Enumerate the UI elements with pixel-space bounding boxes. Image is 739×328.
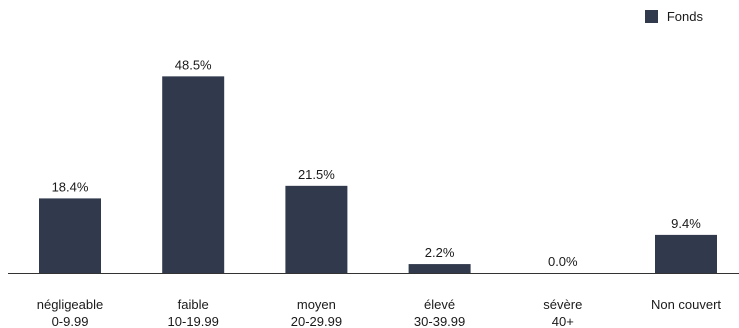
value-label: 48.5% xyxy=(175,57,212,72)
category-range-label: 10-19.99 xyxy=(168,314,219,328)
legend: Fonds xyxy=(644,9,703,24)
bar xyxy=(655,234,717,273)
category-label: élevé xyxy=(424,297,455,312)
category-range-label: 0-9.99 xyxy=(52,314,89,328)
category-label: faible xyxy=(178,297,209,312)
category-range-label: 30-39.99 xyxy=(414,314,465,328)
category-label: négligeable xyxy=(37,297,104,312)
category-range-label: 40+ xyxy=(552,314,574,328)
value-label: 18.4% xyxy=(52,179,89,194)
bar xyxy=(408,264,471,273)
category-label: sévère xyxy=(543,297,582,312)
value-label: 0.0% xyxy=(548,254,578,269)
value-label: 21.5% xyxy=(298,167,335,182)
value-label: 9.4% xyxy=(671,216,701,231)
category-label: Non couvert xyxy=(651,297,721,312)
bar xyxy=(39,198,101,273)
value-label: 2.2% xyxy=(425,245,455,260)
category-range-label: 20-29.99 xyxy=(291,314,342,328)
category-label: moyen xyxy=(297,297,336,312)
bar xyxy=(162,76,225,273)
legend-label: Fonds xyxy=(666,9,703,24)
legend-swatch xyxy=(644,10,658,23)
bar xyxy=(285,185,348,273)
